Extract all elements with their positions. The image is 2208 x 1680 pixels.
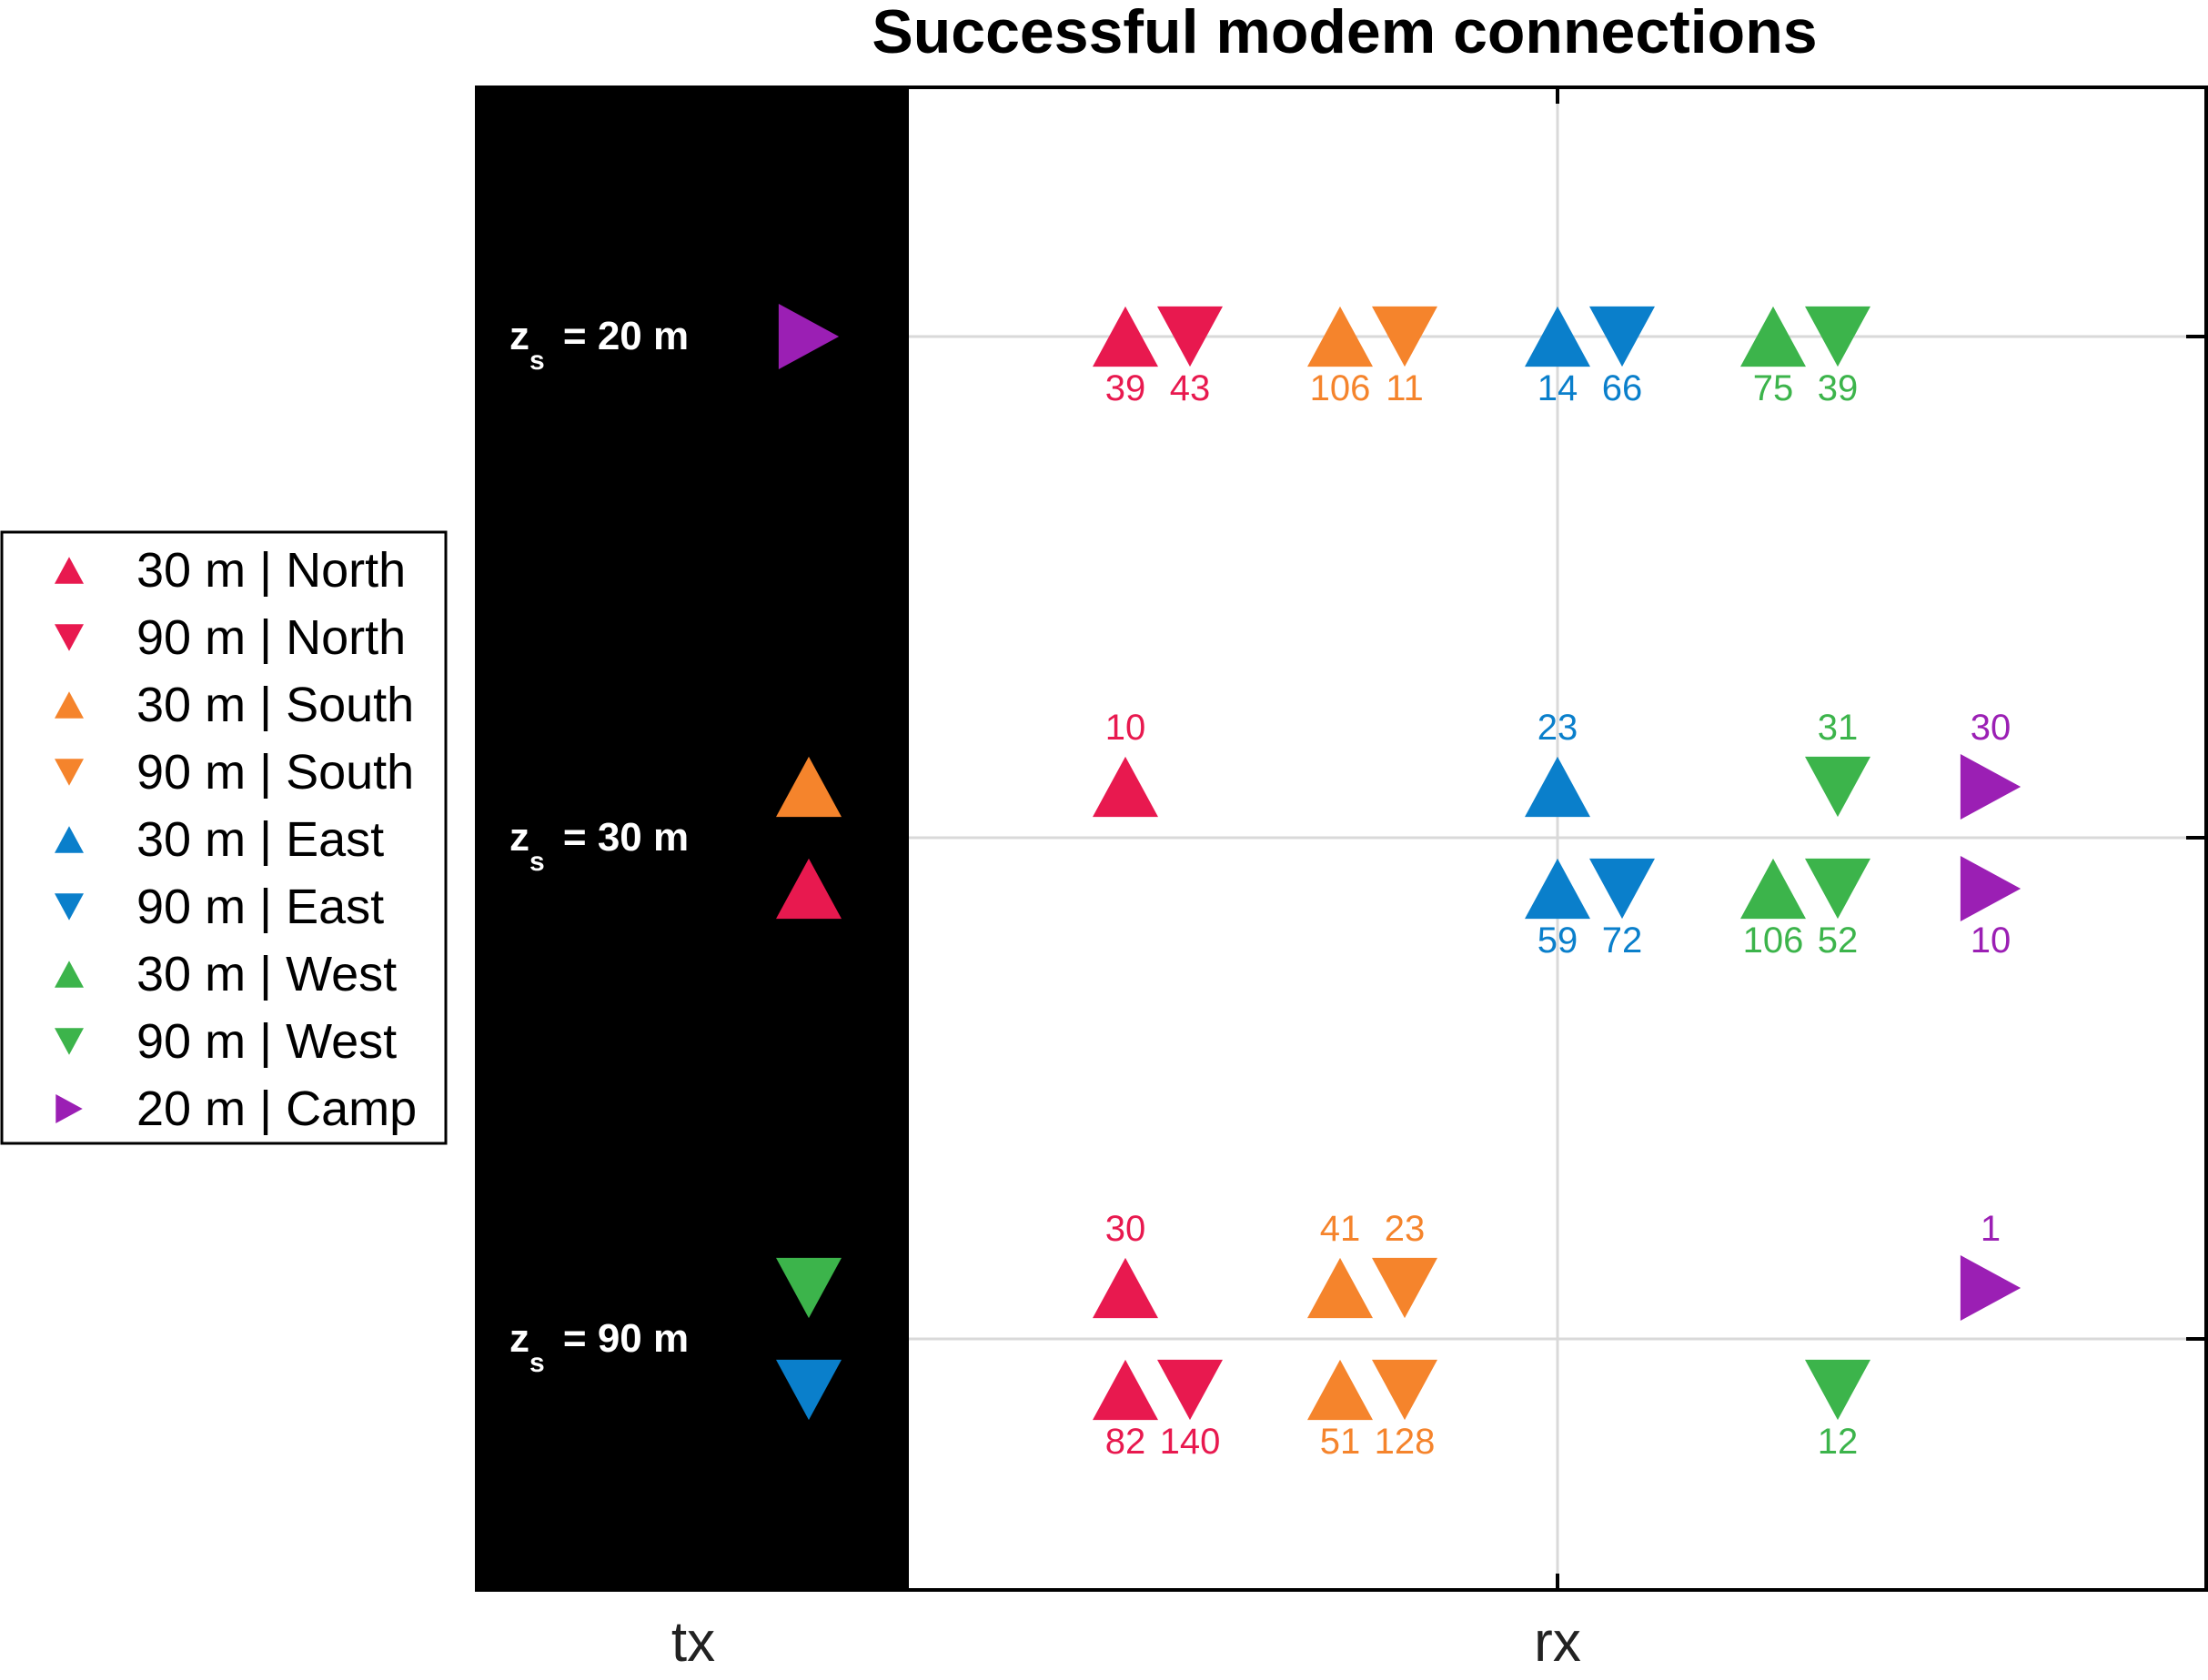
- rx-marker-south-up: [1307, 1257, 1373, 1319]
- tx-panel-background: [477, 87, 909, 1590]
- legend-marker-west-down: [55, 1028, 84, 1055]
- legend-marker-west-up: [55, 961, 84, 988]
- legend: 30 m | North 90 m | North 30 m | South 90 m…: [0, 530, 448, 1145]
- count-label: 51: [1320, 1422, 1361, 1462]
- count-label: 72: [1602, 920, 1643, 961]
- count-label: 23: [1385, 1209, 1426, 1249]
- count-label: 31: [1818, 708, 1859, 748]
- count-label: 39: [1818, 368, 1859, 408]
- rx-marker-north-down: [1157, 1359, 1223, 1421]
- legend-marker-camp-right: [55, 1094, 83, 1123]
- rx-marker-west-down: [1805, 306, 1870, 367]
- legend-marker-north-up: [55, 557, 84, 584]
- rx-marker-east-down: [1589, 306, 1655, 367]
- count-label: 59: [1538, 920, 1578, 961]
- count-label: 106: [1743, 920, 1804, 961]
- row-labels: zs = 20 m zs = 30 m zs = 90 m: [509, 314, 689, 1378]
- legend-marker-south-up: [55, 691, 84, 719]
- legend-marker-north-down: [55, 624, 84, 651]
- rx-marker-south-down: [1372, 1257, 1437, 1319]
- rx-marker-east-down: [1589, 858, 1655, 920]
- count-label: 10: [1971, 920, 2011, 961]
- rx-marker-west-down: [1805, 756, 1870, 818]
- receiver-markers: [1093, 306, 2021, 1421]
- count-label: 30: [1105, 1209, 1146, 1249]
- legend-label: 90 m | North: [136, 610, 406, 665]
- tx-marker-z20-center: [778, 304, 840, 369]
- rx-marker-east-up: [1525, 306, 1590, 367]
- rx-marker-north-up: [1093, 1359, 1158, 1421]
- rx-marker-north-up: [1093, 756, 1158, 818]
- tx-marker-z30-lower: [776, 858, 842, 920]
- rx-marker-east-up: [1525, 858, 1590, 920]
- count-label: 14: [1538, 368, 1578, 408]
- legend-label: 30 m | East: [136, 812, 384, 867]
- rx-marker-west-up: [1740, 306, 1806, 367]
- row-label-z90: zs = 90 m: [509, 1316, 689, 1378]
- axis-ticks: [1556, 87, 2206, 1590]
- tx-marker-z30-upper: [776, 756, 842, 818]
- rx-marker-north-up: [1093, 1257, 1158, 1319]
- tx-marker-z90-lower: [776, 1359, 842, 1421]
- rx-marker-west-down: [1805, 858, 1870, 920]
- row-label-z30: zs = 30 m: [509, 815, 689, 877]
- legend-label: 30 m | South: [136, 678, 414, 732]
- count-label: 140: [1160, 1422, 1221, 1462]
- legend-label: 30 m | North: [136, 543, 406, 598]
- count-label: 106: [1310, 368, 1371, 408]
- rx-marker-south-up: [1307, 1359, 1373, 1421]
- rx-marker-south-down: [1372, 1359, 1437, 1421]
- count-label: 12: [1818, 1422, 1859, 1462]
- count-label: 30: [1971, 708, 2011, 748]
- rx-marker-camp-right: [1960, 856, 2021, 921]
- count-label: 1: [1981, 1209, 2001, 1249]
- transmitter-markers: [776, 304, 842, 1421]
- legend-marker-south-down: [55, 759, 84, 786]
- rx-marker-west-down: [1805, 1359, 1870, 1421]
- count-label: 75: [1753, 368, 1794, 408]
- rx-marker-south-down: [1372, 306, 1437, 367]
- x-tick-label-tx: tx: [671, 1611, 715, 1674]
- legend-label: 90 m | East: [136, 880, 384, 934]
- count-label: 39: [1105, 368, 1146, 408]
- legend-label: 30 m | West: [136, 947, 397, 1001]
- count-label: 23: [1538, 708, 1578, 748]
- count-label: 128: [1375, 1422, 1436, 1462]
- legend-label: 90 m | South: [136, 745, 414, 800]
- legend-marker-east-up: [55, 826, 84, 853]
- x-axis-tick-labels: tx rx: [671, 1611, 1581, 1674]
- rx-marker-north-up: [1093, 306, 1158, 367]
- count-label: 66: [1602, 368, 1643, 408]
- rx-marker-camp-right: [1960, 754, 2021, 820]
- count-label: 82: [1105, 1422, 1146, 1462]
- legend-label: 20 m | Camp: [136, 1081, 417, 1136]
- rx-marker-camp-right: [1960, 1255, 2021, 1321]
- x-tick-label-rx: rx: [1534, 1611, 1581, 1674]
- legend-label: 90 m | West: [136, 1014, 397, 1069]
- legend-marker-east-down: [55, 893, 84, 920]
- rx-marker-south-up: [1307, 306, 1373, 367]
- count-label: 10: [1105, 708, 1146, 748]
- count-label: 52: [1818, 920, 1859, 961]
- rx-marker-east-up: [1525, 756, 1590, 818]
- chart-title: Successful modem connections: [872, 0, 1817, 66]
- connection-count-labels: 39 43 106 11 14 66 75 39 10 23 31 30 59 72 106 52 10 30 41…: [1105, 368, 2011, 1462]
- count-label: 11: [1386, 368, 1424, 408]
- count-label: 43: [1170, 368, 1211, 408]
- rx-marker-north-down: [1157, 306, 1223, 367]
- row-label-z20: zs = 20 m: [509, 314, 689, 376]
- rx-marker-west-up: [1740, 858, 1806, 920]
- tx-marker-z90-upper: [776, 1257, 842, 1319]
- count-label: 41: [1320, 1209, 1361, 1249]
